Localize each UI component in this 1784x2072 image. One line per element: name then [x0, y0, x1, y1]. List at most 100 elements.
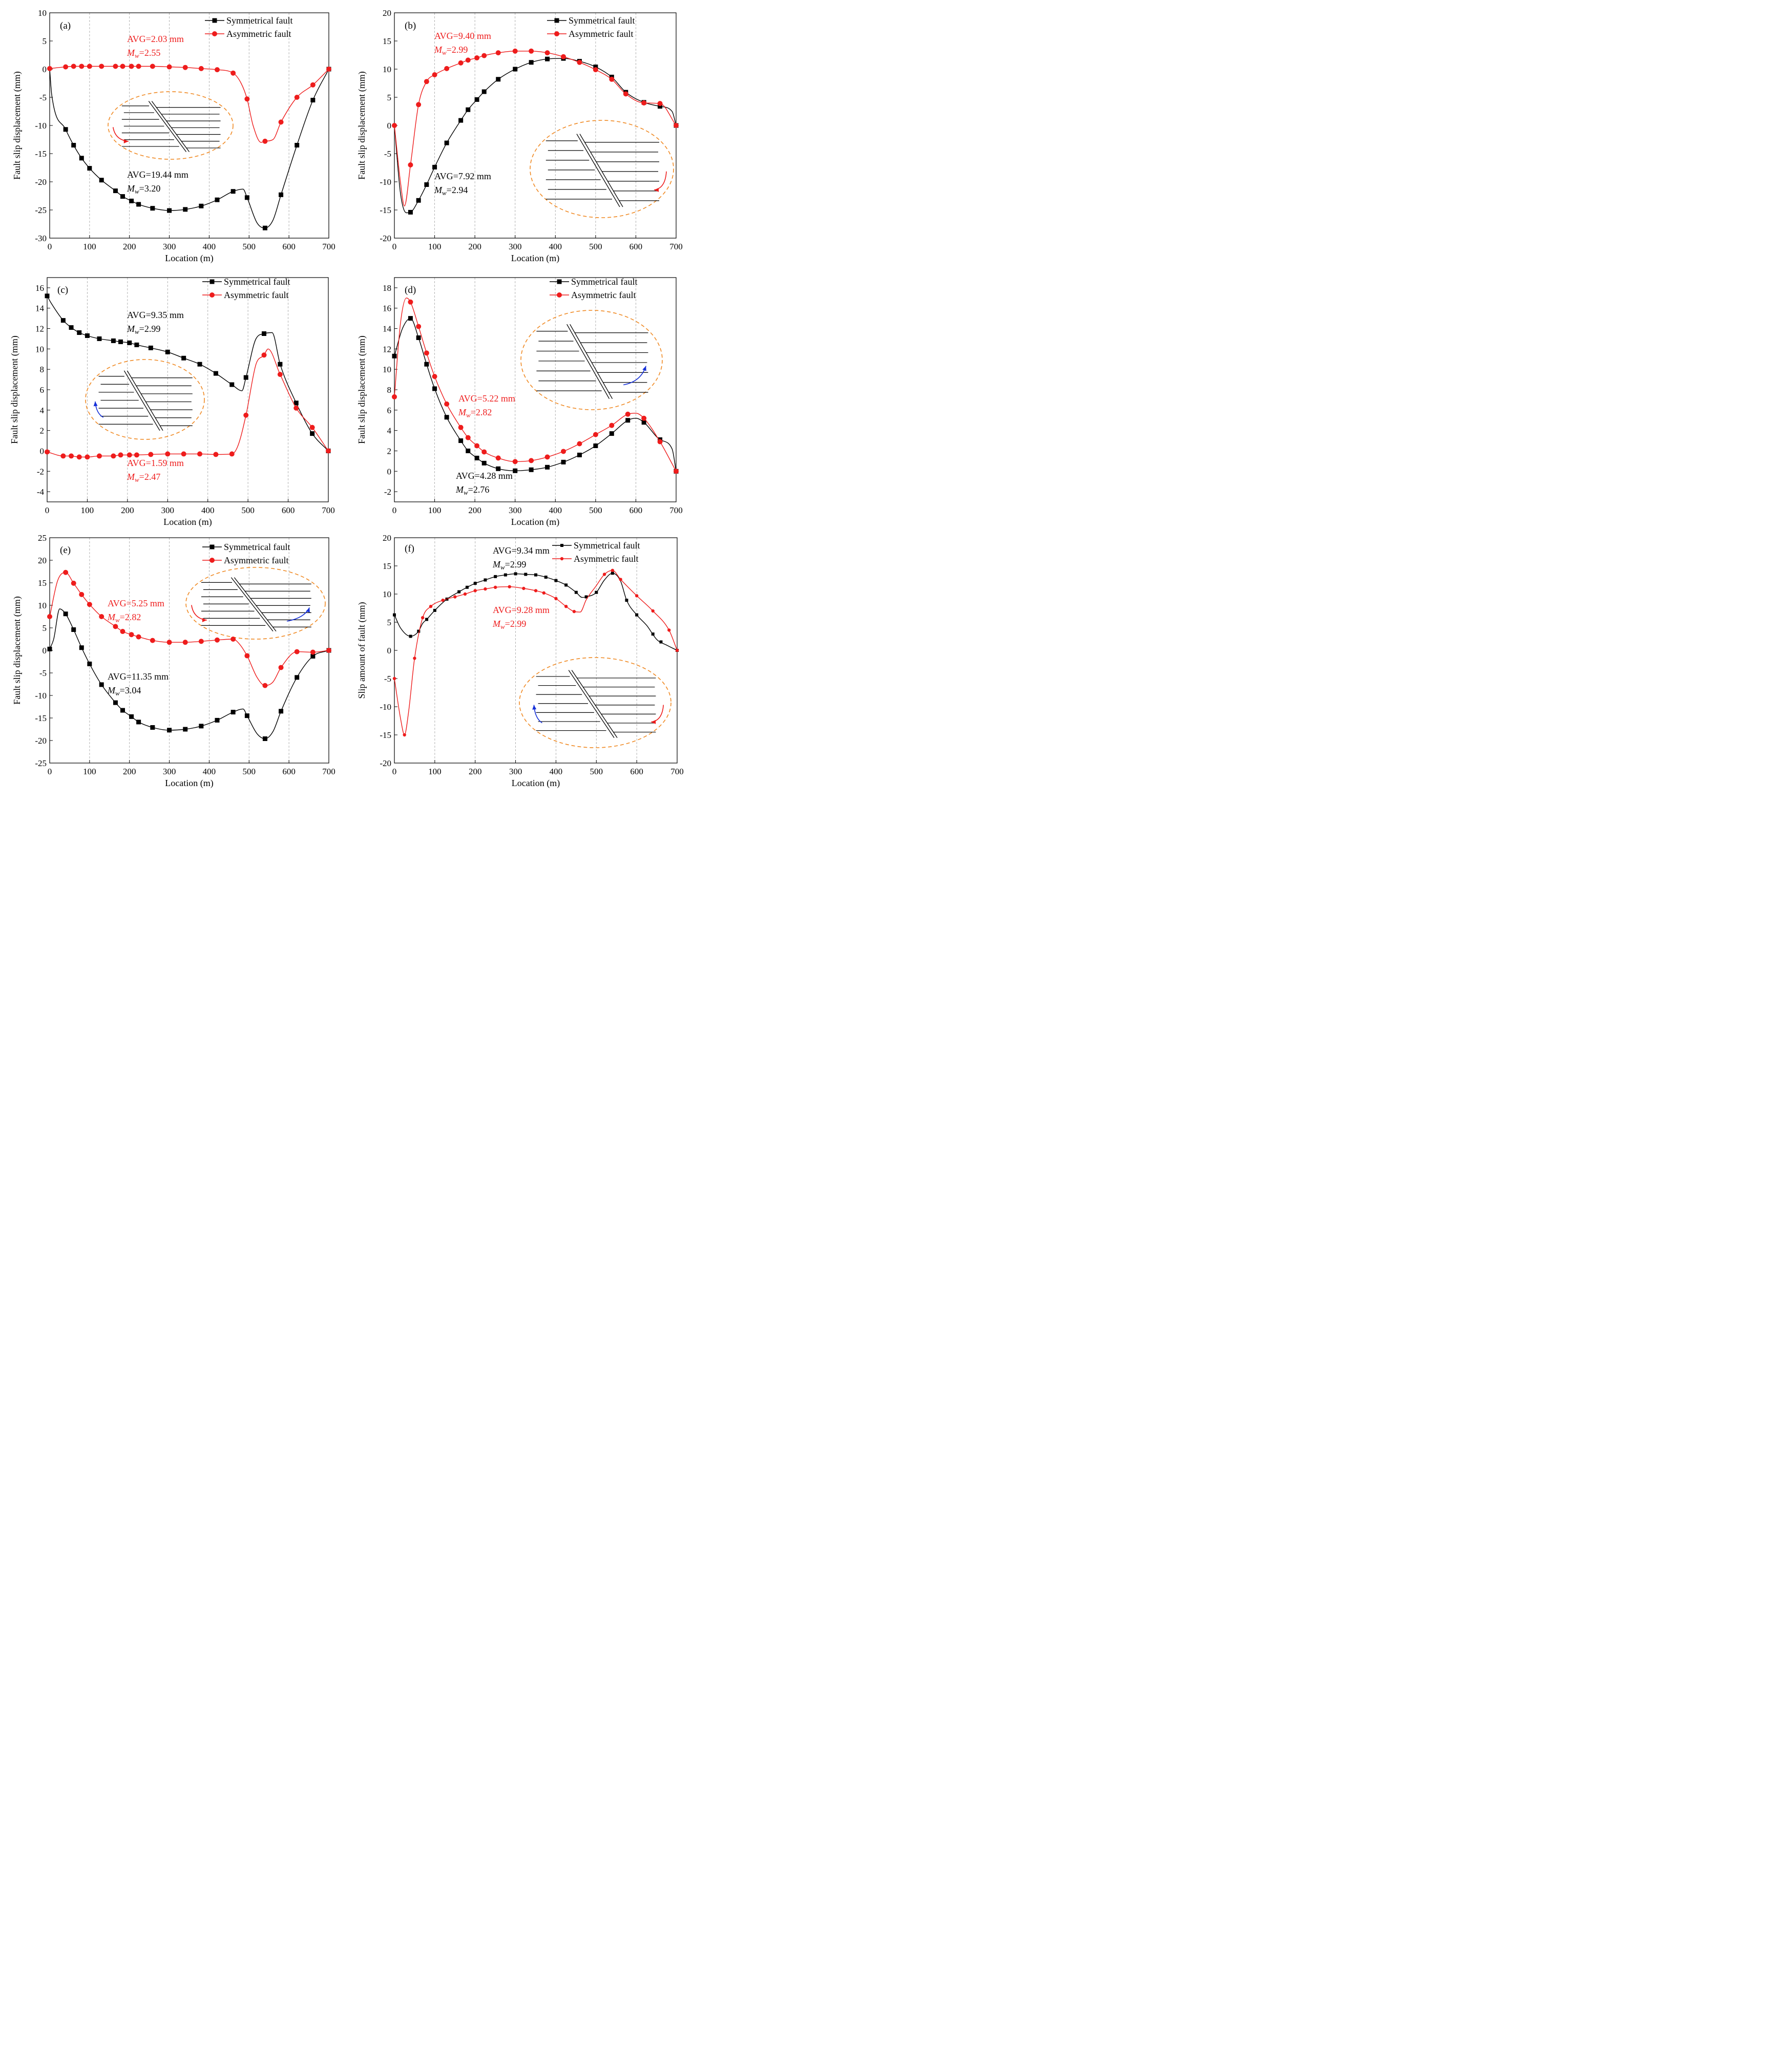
data-point-square	[120, 194, 125, 199]
data-point-circle	[166, 64, 172, 70]
data-point-circle	[326, 448, 331, 454]
y-tick-label: -10	[35, 691, 47, 701]
y-axis-title: Fault slip displacement (mm)	[9, 335, 20, 443]
panel-label: (e)	[60, 545, 71, 556]
y-tick-label: -5	[39, 668, 47, 678]
data-point-circle	[230, 637, 236, 642]
data-point-circle	[577, 59, 582, 65]
data-point-circle	[392, 123, 397, 128]
data-point-square	[129, 714, 134, 719]
data-point-square	[658, 104, 663, 109]
avg-annotation: AVG=9.28 mm	[493, 605, 550, 615]
inset-dashed-ellipse	[519, 657, 671, 748]
data-point-square	[524, 573, 528, 576]
data-point-circle	[212, 31, 217, 36]
mw-subscript: w	[442, 49, 447, 56]
x-tick-label: 600	[282, 505, 295, 515]
data-point-circle	[148, 452, 154, 457]
legend-label: Asymmetric fault	[574, 554, 638, 564]
y-tick-label: 18	[383, 283, 391, 293]
data-point-circle	[129, 632, 134, 638]
data-point-circle	[572, 609, 576, 614]
mw-symbol: M	[434, 45, 443, 55]
data-point-circle	[165, 451, 171, 457]
y-axis-title: Slip amount of fault (mm)	[356, 602, 367, 699]
x-tick-label: 400	[203, 242, 216, 251]
data-point-square	[408, 316, 413, 321]
x-tick-label: 500	[590, 767, 603, 776]
data-point-circle	[45, 449, 50, 455]
data-point-circle	[432, 72, 437, 77]
data-point-circle	[424, 350, 429, 356]
inset-fault-model	[121, 101, 221, 152]
y-tick-label: 2	[387, 446, 392, 456]
y-tick-label: 0	[43, 646, 47, 656]
mw-value: =2.99	[505, 559, 527, 569]
x-tick-label: 300	[163, 242, 176, 251]
data-point-square	[496, 466, 501, 471]
mw-value: =2.94	[447, 185, 468, 195]
data-point-circle	[136, 634, 141, 640]
y-tick-label: -15	[35, 713, 47, 723]
inset-dashed-ellipse	[530, 120, 674, 218]
data-point-square	[481, 89, 487, 94]
x-tick-label: 400	[549, 505, 562, 515]
data-point-square	[466, 448, 471, 453]
y-tick-label: 10	[38, 601, 47, 610]
data-point-circle	[278, 119, 284, 125]
mw-symbol: M	[127, 48, 135, 58]
x-tick-label: 100	[83, 242, 96, 251]
inset-arrow-head	[651, 720, 656, 724]
data-point-circle	[421, 616, 425, 620]
data-point-circle	[408, 162, 413, 167]
figure-page: 0 100 200 300 400 500 600 700 -30 -25 -20 -15 -10 -5 0…	[0, 0, 696, 808]
avg-annotation: AVG=9.35 mm	[127, 310, 184, 320]
data-point-circle	[593, 67, 598, 73]
data-point-circle	[474, 55, 480, 60]
mw-value: =3.20	[139, 183, 161, 194]
data-point-square	[87, 661, 92, 666]
y-tick-label: -15	[380, 730, 391, 740]
x-tick-label: 700	[322, 505, 335, 515]
data-point-square	[417, 629, 421, 633]
x-tick-label: 300	[163, 767, 176, 776]
data-point-circle	[262, 683, 268, 688]
inset-fault-line	[127, 370, 163, 431]
data-point-square	[134, 342, 139, 347]
data-point-circle	[444, 66, 450, 71]
y-tick-label: 0	[43, 65, 47, 74]
x-tick-label: 0	[45, 505, 50, 515]
data-point-circle	[99, 64, 104, 69]
mw-annotation: Mw=2.99	[434, 45, 468, 56]
data-point-square	[574, 590, 578, 594]
data-point-square	[444, 415, 449, 420]
x-tick-label: 100	[81, 505, 94, 515]
data-point-square	[595, 590, 598, 594]
x-tick-label: 400	[549, 242, 562, 251]
data-point-circle	[294, 95, 300, 100]
x-tick-label: 400	[203, 767, 216, 776]
data-point-square	[199, 203, 204, 208]
data-point-circle	[484, 587, 487, 591]
data-point-circle	[209, 292, 215, 298]
data-point-square	[545, 56, 550, 61]
chart-panel-c: 0 100 200 300 400 500 600 700 -4 -2 0 2 4 6 8 10 12 14 16 L…	[9, 277, 335, 527]
data-point-square	[262, 225, 267, 230]
y-tick-label: 4	[387, 426, 392, 436]
data-point-circle	[557, 292, 562, 298]
avg-annotation: AVG=9.34 mm	[493, 545, 550, 556]
legend-label: Asymmetric fault	[571, 290, 636, 300]
y-tick-label: -4	[37, 487, 45, 497]
inset-arrow-head	[654, 187, 659, 192]
y-tick-label: 25	[38, 533, 47, 543]
data-point-square	[45, 293, 50, 299]
data-point-square	[230, 710, 236, 715]
data-point-square	[99, 682, 104, 687]
data-point-circle	[495, 455, 501, 461]
avg-annotation: AVG=1.59 mm	[127, 458, 184, 468]
data-point-square	[230, 189, 236, 194]
y-tick-label: 4	[40, 406, 45, 415]
data-point-square	[481, 460, 487, 466]
mw-subscript: w	[464, 489, 468, 496]
data-point-square	[457, 590, 461, 594]
